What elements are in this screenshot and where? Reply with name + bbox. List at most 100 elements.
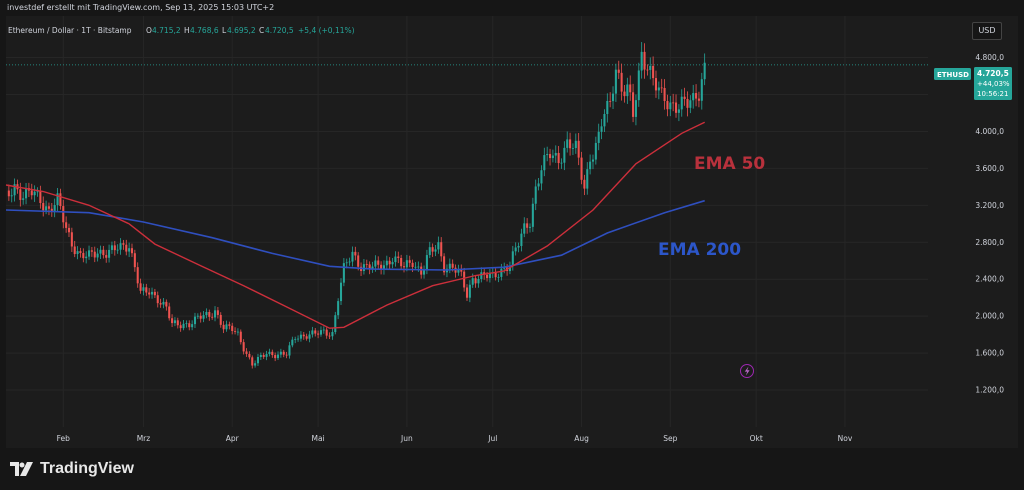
currency-button[interactable]: USD — [972, 22, 1002, 40]
candle-body — [617, 69, 620, 73]
legend-symbol: Ethereum / Dollar · 1T · Bitstamp — [8, 26, 132, 35]
candle-body — [680, 96, 683, 110]
candle-body — [440, 242, 443, 257]
candle-body — [523, 223, 526, 234]
candle-body — [580, 157, 583, 180]
candle-body — [537, 183, 540, 187]
candle-body — [88, 250, 91, 257]
chart-area[interactable] — [6, 16, 1018, 448]
candle-body — [471, 278, 474, 285]
candle-body — [245, 351, 248, 354]
candle-body — [405, 260, 408, 268]
candle-body — [437, 242, 440, 250]
candle-body — [402, 266, 406, 268]
candle-body — [119, 243, 122, 250]
candle-body — [302, 334, 305, 337]
candle-body — [362, 264, 365, 271]
legend-open: 4.715,2 — [152, 26, 181, 35]
candle-body — [171, 318, 174, 324]
candle-body — [520, 233, 523, 247]
candle-body — [692, 93, 695, 101]
candle-body — [82, 252, 85, 259]
candle-body — [50, 208, 53, 212]
candle-body — [400, 257, 403, 267]
candle-body — [53, 205, 56, 212]
candle-body — [563, 147, 566, 163]
candle-body — [597, 131, 600, 143]
candle-body — [589, 161, 592, 170]
candle-body — [500, 268, 503, 277]
candle-body — [666, 101, 669, 110]
candle-body — [199, 315, 202, 319]
candle-body — [128, 248, 131, 252]
candle-body — [276, 354, 280, 359]
candle-body — [431, 247, 434, 252]
time-tick-label: Okt — [750, 434, 763, 443]
candle-body — [130, 248, 134, 254]
candle-body — [108, 249, 111, 258]
candle-body — [591, 159, 595, 162]
candle-body — [142, 287, 145, 291]
candle-body — [434, 249, 437, 252]
candle-body — [354, 251, 357, 256]
tradingview-logo[interactable]: TradingView — [10, 459, 134, 479]
candle-body — [85, 256, 88, 259]
legend-low: 4.695,2 — [227, 26, 256, 35]
candle-body — [660, 87, 663, 89]
price-tick-label: 4.000,0 — [975, 127, 1004, 136]
candle-body — [256, 357, 260, 364]
candle-body — [216, 310, 219, 315]
candle-body — [672, 102, 675, 104]
candle-body — [173, 320, 176, 324]
candle-body — [425, 255, 428, 270]
grid-lines — [6, 16, 928, 427]
candle-body — [268, 351, 271, 355]
price-axis[interactable]: 1.200,0 1.600,0 2.000,0 2.400,0 2.800,0 3.200… — [975, 53, 1004, 394]
lightning-icon[interactable] — [740, 364, 754, 378]
candle-body — [239, 331, 242, 343]
candle-body — [93, 251, 96, 258]
candle-body — [503, 267, 506, 269]
candle-body — [486, 274, 489, 279]
candle-body — [606, 100, 609, 114]
candle-body — [623, 91, 626, 97]
time-tick-label: Sep — [663, 434, 677, 443]
candle-body — [262, 354, 265, 357]
candle-body — [165, 301, 168, 307]
candle-body — [159, 303, 162, 305]
candle-body — [546, 154, 549, 156]
candle-body — [689, 100, 692, 108]
time-axis[interactable]: Feb Mrz Apr Mai Jun Jul Aug Sep Okt Nov — [57, 434, 853, 443]
candle-body — [477, 278, 480, 284]
candle-body — [73, 246, 76, 255]
candle-body — [700, 79, 703, 101]
candle-body — [136, 267, 139, 284]
time-tick-label: Mai — [312, 434, 325, 443]
price-tag-ticker: ETHUSD — [937, 71, 969, 79]
price-tick-label: 3.600,0 — [975, 164, 1004, 173]
candle-body — [474, 278, 477, 284]
time-tick-label: Apr — [226, 434, 240, 443]
time-tick-label: Jun — [400, 434, 413, 443]
candle-body — [408, 260, 411, 263]
price-tick-label: 3.200,0 — [975, 201, 1004, 210]
candle-body — [331, 332, 334, 337]
candle-body — [236, 331, 239, 333]
candle-body — [497, 276, 500, 278]
candle-body — [42, 203, 45, 211]
candle-body — [334, 315, 337, 333]
candle-body — [382, 265, 385, 270]
candle-body — [271, 351, 274, 356]
candle-body — [686, 98, 689, 108]
candle-body — [22, 198, 25, 200]
candle-body — [105, 255, 108, 258]
candle-body — [45, 206, 48, 211]
candle-body — [274, 355, 277, 359]
candle-body — [196, 315, 199, 317]
candle-body — [311, 330, 314, 335]
candle-body — [188, 323, 191, 328]
candle-body — [337, 301, 340, 316]
candle-body — [322, 329, 325, 331]
legend-close: 4.720,5 — [265, 26, 294, 35]
